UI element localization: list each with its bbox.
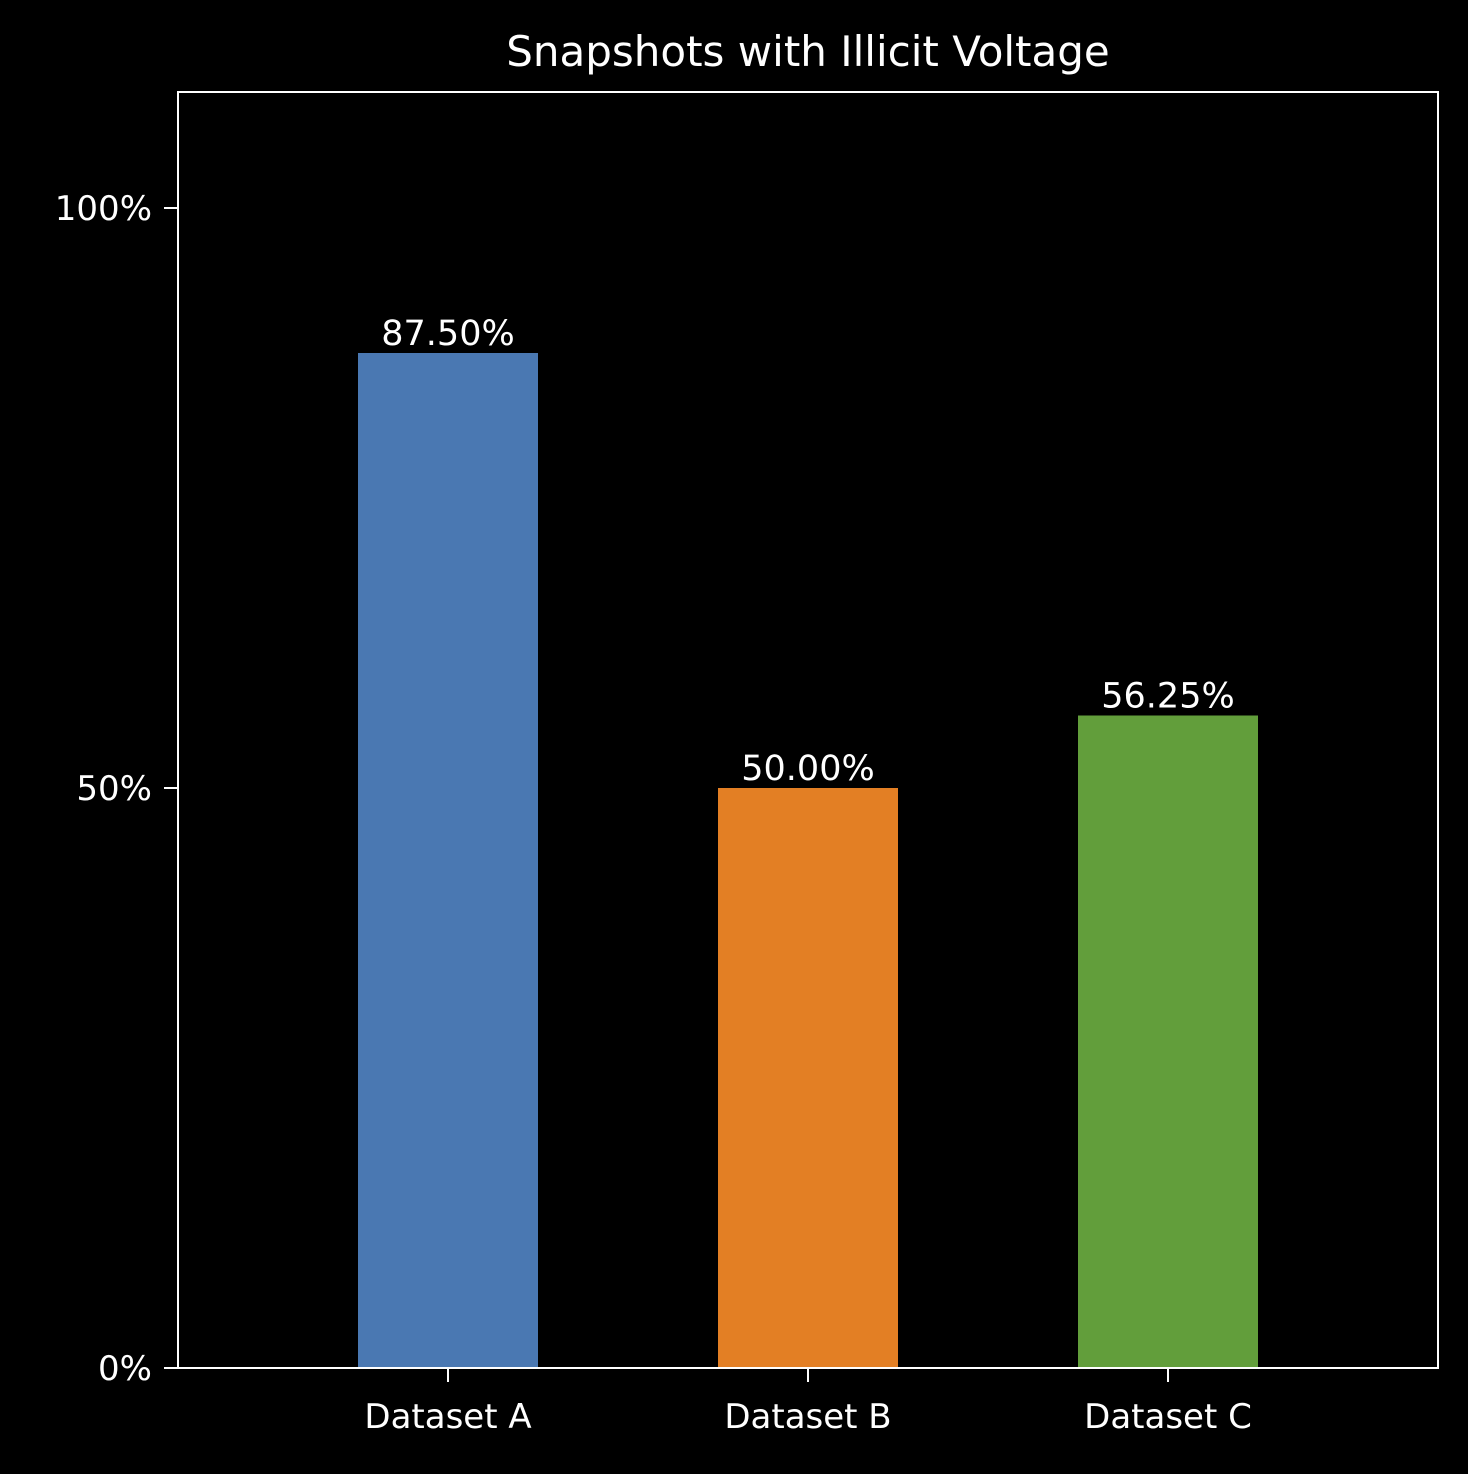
x-tick-label: Dataset B <box>724 1397 891 1437</box>
bar-value-label: 50.00% <box>741 749 874 789</box>
value-labels-layer: 87.50% 50.00% 56.25% <box>381 314 1234 789</box>
bar-dataset-b <box>718 788 898 1368</box>
bar-value-label: 56.25% <box>1101 677 1234 717</box>
chart-title: Snapshots with Illicit Voltage <box>506 27 1110 76</box>
bar-value-label: 87.50% <box>381 314 514 354</box>
bar-dataset-c <box>1078 715 1258 1368</box>
x-axis: Dataset A Dataset B Dataset C <box>364 1368 1252 1437</box>
plot-frame <box>177 91 1439 1369</box>
x-tick-label: Dataset C <box>1084 1397 1252 1437</box>
y-tick-label: 0% <box>98 1349 152 1389</box>
bar-dataset-a <box>358 353 538 1368</box>
x-tick-label: Dataset A <box>364 1397 531 1437</box>
bars-layer <box>358 353 1258 1368</box>
y-tick-label: 50% <box>76 769 152 809</box>
y-tick-label: 100% <box>55 189 152 229</box>
y-axis: 0% 50% 100% <box>55 189 178 1389</box>
